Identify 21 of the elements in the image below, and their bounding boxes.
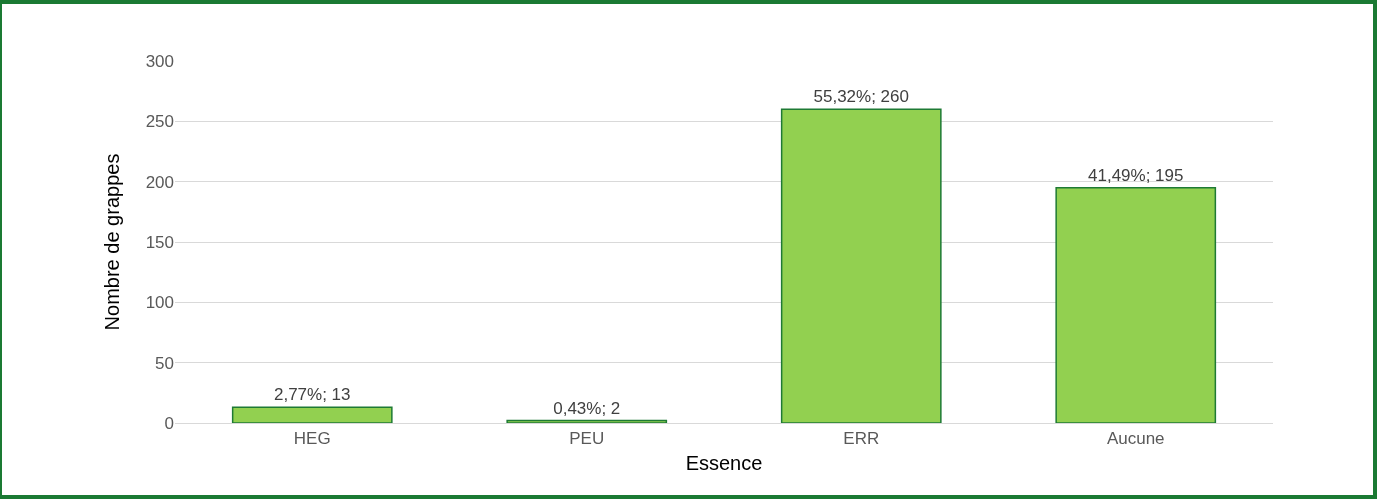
data-label: 2,77%; 13 xyxy=(273,385,351,405)
y-tick-label: 50 xyxy=(155,353,174,373)
bar xyxy=(506,419,668,423)
data-label: 41,49%; 195 xyxy=(1088,165,1184,185)
y-tick-label: 150 xyxy=(145,232,174,252)
y-axis-title: Nombre de grappes xyxy=(101,153,124,331)
x-tick-label: ERR xyxy=(843,429,880,449)
y-tick-label: 200 xyxy=(145,172,174,192)
y-tick-label: 300 xyxy=(145,51,174,71)
data-label: 55,32%; 260 xyxy=(813,87,909,107)
y-tick-label: 250 xyxy=(145,112,174,132)
bar xyxy=(780,108,942,423)
x-tick-label: PEU xyxy=(569,429,605,449)
y-tick-label: 100 xyxy=(145,293,174,313)
x-axis-title: Essence xyxy=(685,451,763,474)
data-label: 0,43%; 2 xyxy=(553,398,621,418)
x-tick-label: HEG xyxy=(293,429,331,449)
x-tick-label: Aucune xyxy=(1106,429,1165,449)
y-tick-label: 0 xyxy=(164,413,174,433)
bar xyxy=(231,406,393,423)
bar xyxy=(1055,186,1217,423)
